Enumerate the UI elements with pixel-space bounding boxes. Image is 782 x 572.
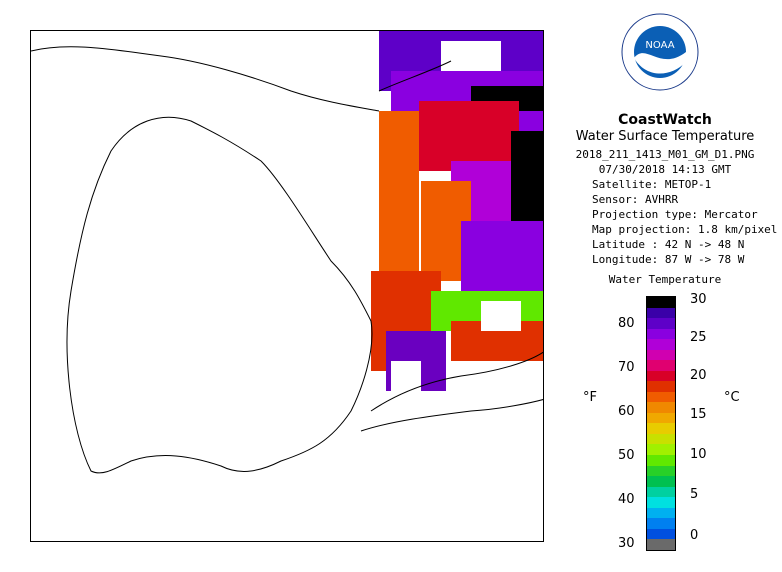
color-scale-segment (647, 370, 675, 382)
app-title: CoastWatch (618, 112, 712, 128)
color-scale-segment (647, 339, 675, 350)
color-scale-segment (647, 381, 675, 392)
fahrenheit-tick-label: 60 (618, 404, 635, 419)
fahrenheit-tick-label: 70 (618, 360, 635, 375)
celsius-tick-label: 30 (690, 292, 707, 307)
color-scale-segment (647, 402, 675, 413)
color-scale-segment (647, 307, 675, 319)
michigan-upper-peninsula (31, 46, 380, 112)
color-scale-segment (647, 360, 675, 371)
celsius-tick-label: 20 (690, 368, 707, 383)
celsius-tick-label: 25 (690, 330, 707, 345)
celsius-tick-label: 10 (690, 447, 707, 462)
info-panel: NOAA CoastWatch Water Surface Temperatur… (548, 0, 782, 572)
color-scale-segment (647, 444, 675, 455)
coastline-layer (31, 46, 543, 474)
fahrenheit-tick-label: 40 (618, 492, 635, 507)
fahrenheit-tick-label: 80 (618, 316, 635, 331)
color-scale-bar (646, 296, 676, 551)
unit-celsius: °C (724, 390, 740, 405)
unit-fahrenheit: °F (583, 390, 597, 405)
lake-erie-shore (360, 399, 543, 432)
legend-title: Water Temperature (608, 273, 722, 286)
color-scale-segment (647, 518, 675, 529)
color-scale-segment (647, 349, 675, 361)
color-scale-segment (647, 507, 675, 519)
color-scale-segment (647, 528, 675, 540)
noaa-logo: NOAA (621, 13, 699, 91)
projection-type: Projection type: Mercator (592, 208, 758, 221)
sensor: Sensor: AVHRR (592, 193, 679, 206)
color-scale-segment (647, 497, 675, 508)
color-scale-segment (647, 486, 675, 498)
color-scale-segment (647, 391, 675, 403)
color-scale-segment (647, 297, 675, 308)
color-scale-segment (647, 412, 675, 424)
ontario-shoreline (370, 60, 543, 412)
datetime: 07/30/2018 14:13 GMT (598, 163, 732, 176)
fahrenheit-tick-label: 50 (618, 448, 635, 463)
color-scale-segment (647, 423, 675, 434)
sst-data-layer (371, 31, 543, 401)
color-scale-segment (647, 465, 675, 477)
fahrenheit-tick-label: 30 (618, 536, 635, 551)
noaa-logo-text: NOAA (645, 40, 674, 51)
color-scale-segment (647, 433, 675, 445)
color-scale-segment (647, 539, 675, 550)
map-panel[interactable] (30, 30, 544, 542)
satellite: Satellite: METOP-1 (592, 178, 712, 191)
celsius-tick-label: 15 (690, 407, 707, 422)
filename: 2018_211_1413_M01_GM_D1.PNG (575, 148, 755, 161)
longitude: Longitude: 87 W -> 78 W (592, 253, 745, 266)
celsius-tick-label: 5 (690, 487, 699, 502)
sst-map[interactable] (31, 31, 544, 542)
map-projection: Map projection: 1.8 km/pixel (592, 223, 778, 236)
latitude: Latitude : 42 N -> 48 N (592, 238, 745, 251)
michigan-lower-peninsula (66, 116, 373, 474)
color-scale-segment (647, 476, 675, 487)
color-scale-segment (647, 318, 675, 329)
app-subtitle: Water Surface Temperature (575, 129, 755, 144)
color-scale-segment (647, 454, 675, 466)
color-scale-segment (647, 328, 675, 340)
celsius-tick-label: 0 (690, 528, 699, 543)
